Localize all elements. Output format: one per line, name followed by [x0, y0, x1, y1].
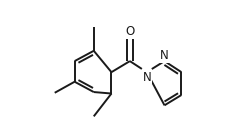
- Text: O: O: [125, 25, 135, 38]
- Text: N: N: [160, 49, 169, 62]
- Text: N: N: [142, 71, 151, 84]
